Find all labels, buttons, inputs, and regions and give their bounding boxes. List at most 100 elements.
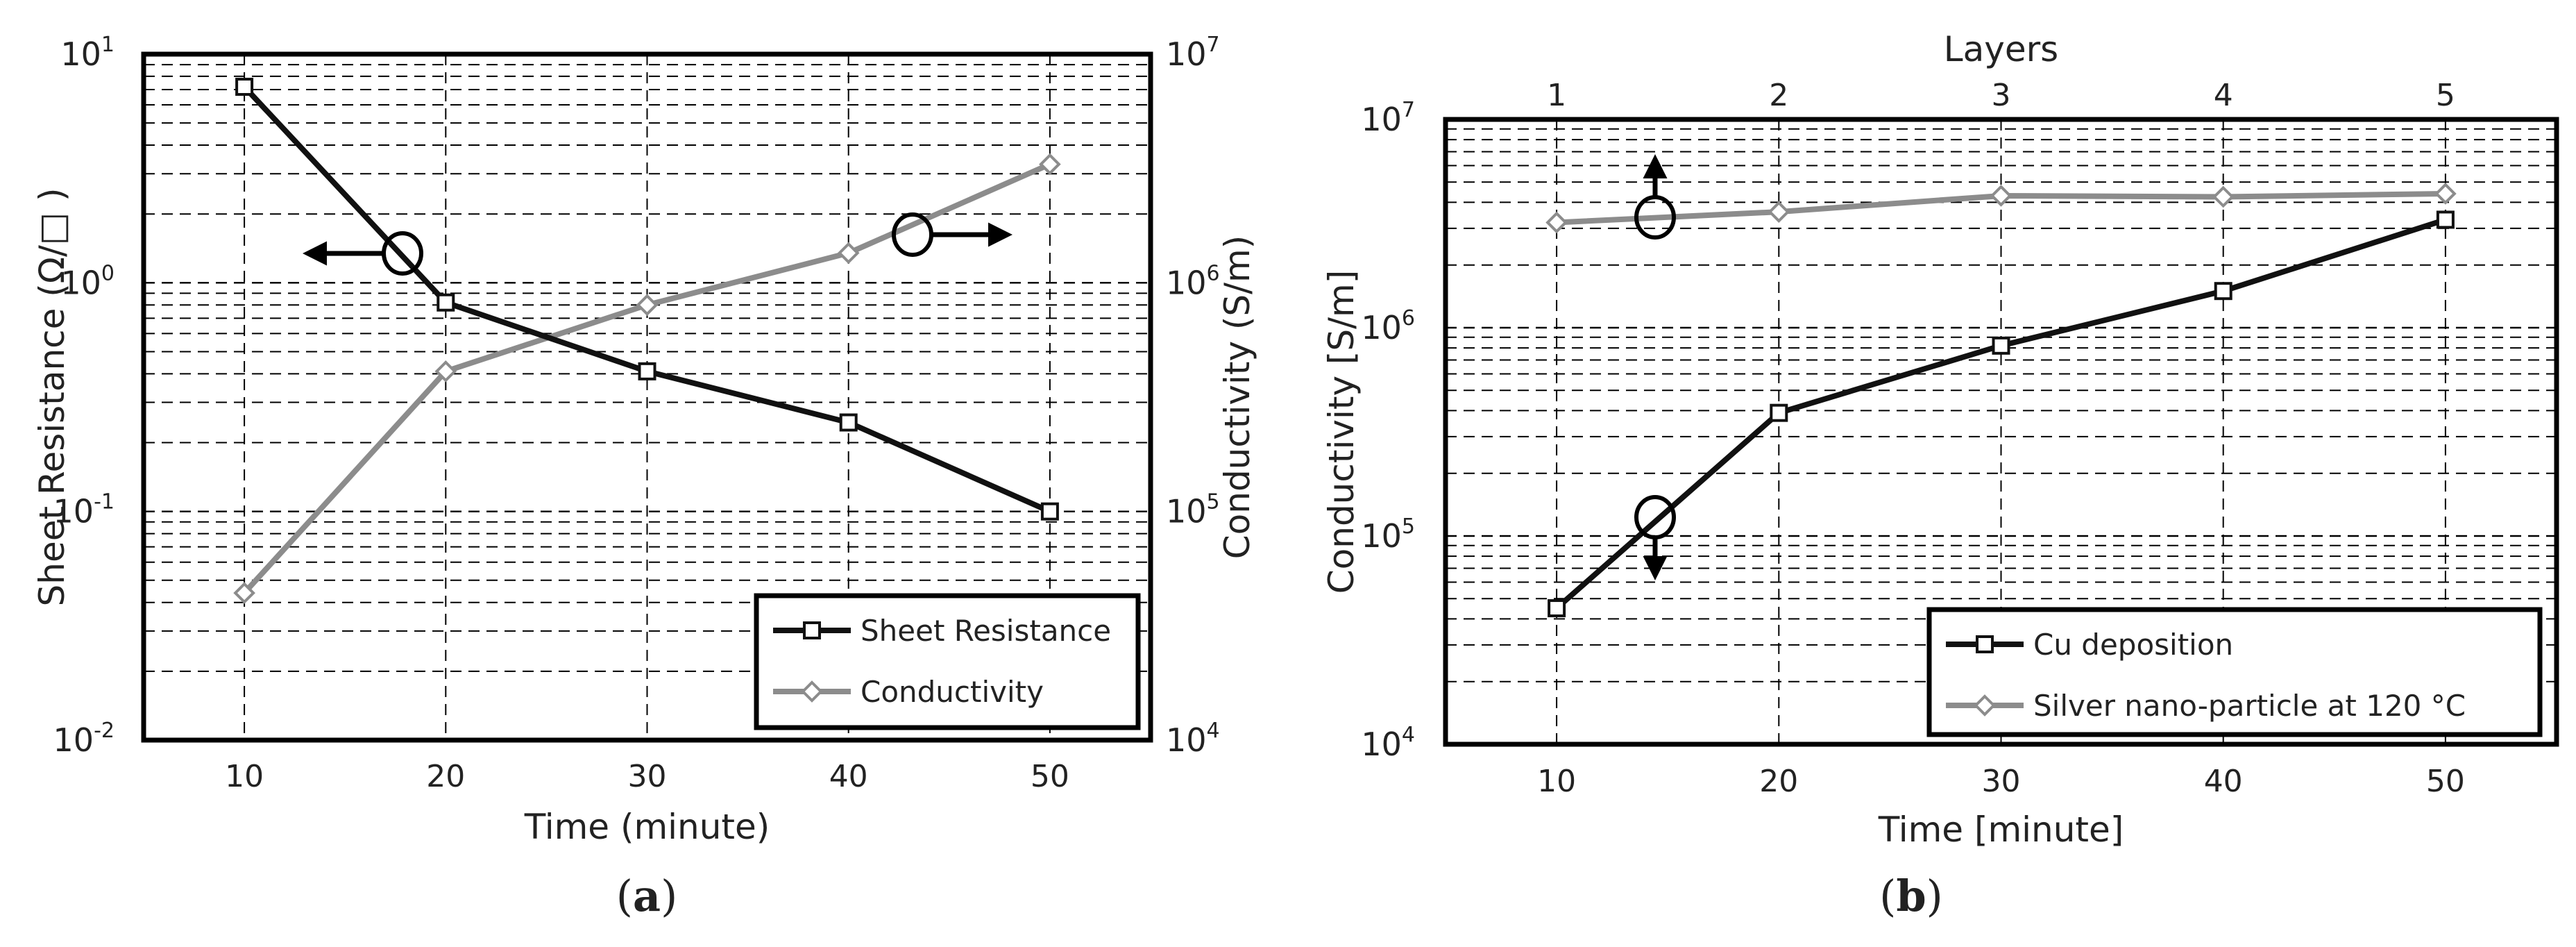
panel-a-point-conductivity — [636, 294, 659, 317]
panel-a-right-tick-label-exp: 4 — [1207, 719, 1220, 743]
panel-b-caption-letter: b — [1896, 871, 1926, 921]
panel-a-x-tick-label: 30 — [628, 759, 667, 794]
panel-b-legend-swatch-marker — [1974, 694, 1996, 716]
panel-a-right-tick-label: 107 — [1166, 33, 1220, 73]
panel-a-x-tick-label: 20 — [426, 759, 465, 794]
panel-b-legend — [1926, 607, 2543, 737]
panel-a-plot-frame — [141, 51, 1153, 743]
panel-a-legend-label: Conductivity — [861, 675, 1044, 709]
panel-b-caption: (b) — [1879, 871, 1943, 921]
panel-a-right-tick-label-base: 10 — [1166, 493, 1207, 530]
panel-b-top-tick-label: 5 — [2436, 78, 2455, 113]
panel-b-y-tick-label-exp: 7 — [1402, 98, 1415, 122]
panel-a-right-tick-label: 104 — [1166, 719, 1220, 759]
panel-a-right-axis-indicator-circle — [892, 212, 933, 257]
panel-a-right-tick-label-exp: 7 — [1207, 33, 1220, 57]
panel-b-point-silver-nano-particle-at-120-c — [1990, 185, 2012, 207]
panel-a-left-tick-label: 10-2 — [53, 719, 115, 759]
panel-b-caption-open: ( — [1879, 871, 1896, 921]
panel-a-left-tick-label-base: 10 — [60, 264, 101, 301]
panel-a-right-tick-label: 105 — [1166, 490, 1220, 530]
panel-a-x-tick-label: 50 — [1031, 759, 1069, 794]
panel-b-y-tick-label: 107 — [1361, 98, 1415, 138]
panel-a-x-axis-label: Time (minute) — [524, 807, 770, 847]
panel-b-point-cu-deposition — [1548, 599, 1566, 618]
panel-b-top-tick-label: 1 — [1547, 78, 1566, 113]
panel-a-legend — [754, 593, 1141, 730]
panel-a-left-tick-label-exp: 1 — [101, 33, 115, 57]
panel-b-point-cu-deposition — [2214, 282, 2232, 301]
panel-b-y-tick-label-base: 10 — [1361, 517, 1402, 555]
panel-a-right-tick-label: 106 — [1166, 261, 1220, 301]
panel-a-x-tick-label: 10 — [225, 759, 264, 794]
panel-b-y-tick-label-base: 10 — [1361, 101, 1402, 138]
panel-b-point-silver-nano-particle-at-120-c — [1768, 201, 1790, 223]
panel-b-point-cu-deposition — [1770, 403, 1788, 422]
panel-b-point-silver-nano-particle-at-120-c — [2434, 183, 2457, 205]
panel-a-right-tick-label-base: 10 — [1166, 264, 1207, 301]
panel-a-left-tick-label-base: 10 — [53, 721, 94, 759]
panel-b-x-axis-label: Time [minute] — [1878, 810, 2124, 850]
panel-b-y-tick-label-exp: 5 — [1402, 514, 1415, 539]
panel-a-point-sheet-resistance — [638, 362, 656, 380]
panel-a-right-axis-label: Conductivity (S/m) — [1217, 235, 1257, 559]
panel-a-point-conductivity — [434, 360, 457, 383]
panel-a-left-tick-label: 101 — [60, 33, 115, 73]
panel-b-legend-swatch-marker — [1976, 635, 1994, 653]
panel-b-y-tick-label: 104 — [1361, 723, 1415, 763]
panel-a-right-tick-label-base: 10 — [1166, 721, 1207, 759]
panel-b-point-silver-nano-particle-at-120-c — [1545, 211, 1568, 234]
panel-b-point-cu-deposition — [2436, 210, 2455, 229]
panel-a-x-tick-label: 40 — [829, 759, 868, 794]
panel-b-plot-frame — [1443, 117, 2559, 747]
panel-a-left-tick-label-base: 10 — [53, 493, 94, 530]
panel-a-caption-close: ) — [661, 871, 677, 921]
panel-a-left-tick-label-exp: 0 — [101, 261, 115, 285]
panel-b-y-tick-label: 106 — [1361, 306, 1415, 346]
panel-b-y-tick-label-base: 10 — [1361, 726, 1402, 763]
panel-a-caption: (a) — [616, 871, 678, 921]
panel-b-top-tick-label: 2 — [1769, 78, 1788, 113]
panel-a-point-conductivity — [1039, 153, 1061, 176]
panel-b-y-axis-label: Conductivity [S/m] — [1321, 270, 1362, 594]
panel-b-x-tick-label: 50 — [2426, 764, 2465, 799]
panel-b-point-silver-nano-particle-at-120-c — [2212, 185, 2235, 208]
panel-a-left-tick-label-base: 10 — [60, 35, 101, 73]
panel-b-x-tick-label: 20 — [1759, 764, 1798, 799]
panel-a-left-tick-label: 10-1 — [53, 490, 115, 530]
panel-b-x-tick-label: 10 — [1537, 764, 1576, 799]
panel-a-right-tick-label-exp: 5 — [1207, 490, 1220, 514]
panel-a-caption-letter: a — [633, 871, 661, 921]
panel-b-top-tick-label: 3 — [1992, 78, 2011, 113]
panel-b-point-cu-deposition — [1992, 336, 2010, 355]
panel-b-caption-close: ) — [1926, 871, 1943, 921]
panel-b-x-tick-label: 40 — [2204, 764, 2243, 799]
panel-a-left-axis-label: Sheet Resistance (Ω/□ ) — [32, 188, 72, 607]
panel-a-point-conductivity — [837, 242, 860, 265]
panel-b-y-tick-label: 105 — [1361, 514, 1415, 555]
panel-b-x-tick-label: 30 — [1982, 764, 2021, 799]
panel-a-right-tick-label-base: 10 — [1166, 35, 1207, 73]
panel-a-point-sheet-resistance — [437, 293, 455, 312]
panel-a-point-sheet-resistance — [839, 413, 858, 432]
panel-a-legend-swatch-marker — [801, 680, 823, 703]
panel-b-y-tick-label-base: 10 — [1361, 309, 1402, 346]
panel-b-bottom-axis-indicator-circle — [1634, 495, 1676, 539]
panel-b-legend-label: Silver nano-particle at 120 °C — [2033, 689, 2466, 723]
panel-b-top-axis-label: Layers — [1944, 29, 2058, 69]
panel-a-point-conductivity — [233, 582, 255, 604]
panel-a-left-tick-label-exp: -1 — [94, 490, 115, 514]
panel-a-point-sheet-resistance — [1040, 502, 1059, 521]
panel-a-point-sheet-resistance — [235, 77, 254, 96]
panel-a-legend-swatch-marker — [803, 621, 821, 639]
panel-a-left-tick-label-exp: -2 — [94, 719, 115, 743]
panel-b-y-tick-label-exp: 4 — [1402, 723, 1415, 747]
panel-a-left-tick-label: 100 — [60, 261, 115, 301]
panel-a-right-tick-label-exp: 6 — [1207, 261, 1220, 285]
panel-b-y-tick-label-exp: 6 — [1402, 306, 1415, 330]
panel-b-top-tick-label: 4 — [2214, 78, 2233, 113]
panel-b-legend-label: Cu deposition — [2033, 628, 2233, 662]
panel-a-caption-open: ( — [616, 871, 633, 921]
